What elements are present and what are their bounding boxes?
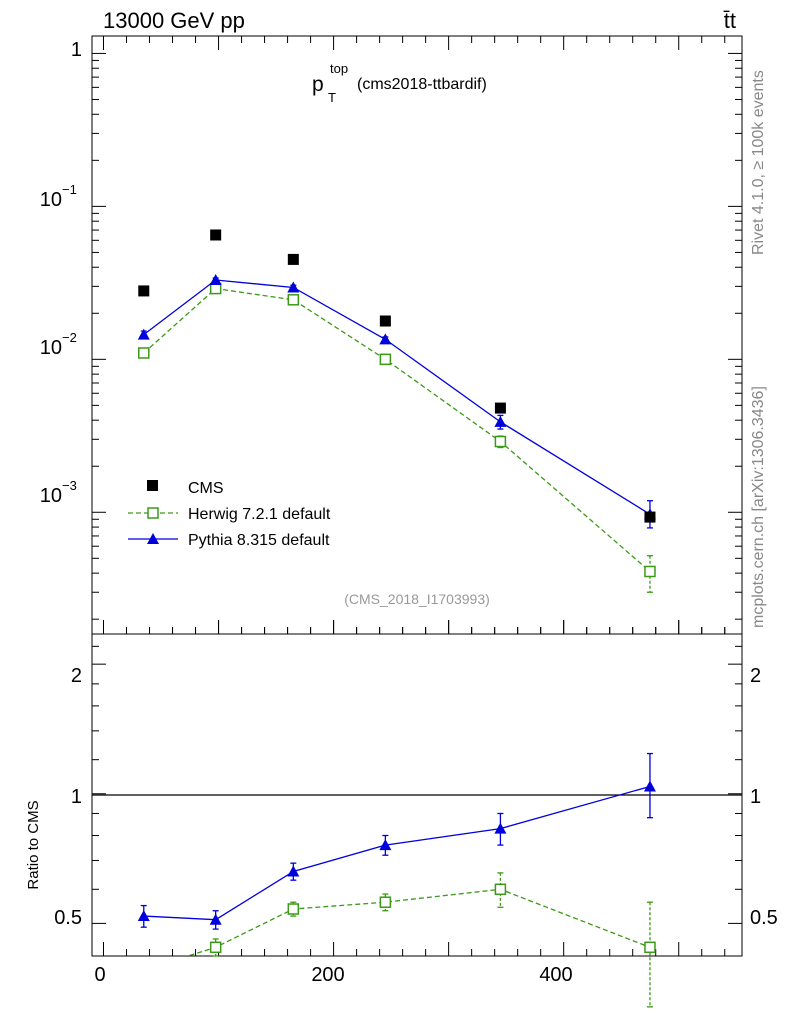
ratio-y-tick-label-2-right: 2	[750, 665, 761, 687]
top-point-cms-4	[494, 402, 506, 414]
top-y-tick-label-3: 10 −3	[40, 478, 77, 507]
ratio-y-tick-label-0-left: 0.5	[54, 907, 82, 929]
top-point-pythia-0	[137, 328, 150, 340]
legend-label-cms: CMS	[188, 480, 224, 497]
legend-label-pythia: Pythia 8.315 default	[188, 532, 330, 549]
chart-title-sub: T	[328, 90, 336, 105]
svg-text:10: 10	[40, 189, 62, 211]
top-point-pythia-2	[287, 281, 300, 293]
top-point-herwig-2	[287, 294, 300, 306]
top-line-herwig	[143, 287, 651, 572]
top-point-pythia-3	[379, 333, 392, 345]
svg-text:10: 10	[40, 337, 62, 359]
top-point-herwig-5	[644, 565, 656, 578]
ratio-point-pythia-0	[137, 910, 150, 922]
top-point-herwig-4	[494, 435, 507, 448]
ratio-point-herwig-2	[287, 903, 300, 915]
legend: CMS Herwig 7.2.1 default Pythia 8.315 de…	[128, 480, 331, 549]
top-panel-data	[137, 229, 656, 593]
ratio-point-pythia-1	[209, 913, 222, 925]
top-point-pythia-4	[494, 415, 507, 427]
side-mcplots-label: mcplots.cern.ch [arXiv:1306.3436]	[750, 386, 767, 628]
chart-title-sup: top	[330, 61, 348, 76]
top-point-cms-3	[379, 315, 391, 327]
chart-title-main: p	[312, 73, 324, 96]
ratio-axis-ticks	[92, 620, 742, 956]
ratio-y-tick-label-0-right: 0.5	[750, 907, 778, 929]
ratio-y-axis-label: Ratio to CMS	[25, 800, 42, 889]
legend-marker-pythia	[147, 533, 159, 544]
header-process-label: t̄t	[724, 8, 736, 33]
legend-marker-cms	[147, 480, 158, 491]
top-y-tick-label-2: 10 −2	[40, 330, 77, 359]
ratio-point-herwig-4	[494, 883, 507, 896]
ratio-y-tick-label-2-left: 2	[71, 665, 82, 687]
top-point-herwig-0	[138, 347, 150, 359]
header-energy-label: 13000 GeV pp	[103, 8, 245, 33]
svg-text:−1: −1	[62, 182, 77, 197]
analysis-label: (CMS_2018_I1703993)	[344, 591, 490, 607]
top-point-pythia-1	[209, 274, 222, 286]
ratio-y-tick-label-1-right: 1	[750, 786, 761, 808]
x-tick-label-1: 200	[311, 964, 344, 986]
ratio-point-herwig-5	[644, 941, 656, 954]
top-point-herwig-3	[379, 353, 392, 366]
ratio-point-pythia-4	[494, 822, 507, 834]
top-point-cms-1	[210, 229, 222, 241]
ratio-line-herwig	[185, 888, 651, 956]
top-point-cms-0	[138, 285, 150, 297]
ratio-point-herwig-3	[379, 896, 392, 908]
ratio-y-tick-label-1-left: 1	[71, 786, 82, 808]
top-line-pythia	[143, 279, 651, 515]
top-point-cms-2	[287, 253, 299, 265]
svg-text:−2: −2	[62, 330, 77, 345]
x-tick-label-0: 0	[94, 964, 105, 986]
svg-text:−3: −3	[62, 478, 77, 493]
ratio-point-pythia-5	[643, 780, 656, 792]
ratio-point-herwig-1	[209, 941, 222, 954]
top-y-tick-label-1: 10 −1	[40, 182, 77, 211]
svg-text:1: 1	[71, 39, 82, 61]
svg-text:10: 10	[40, 485, 62, 507]
chart-title-suffix: (cms2018-ttbardif)	[357, 76, 487, 93]
side-rivet-label: Rivet 4.1.0, ≥ 100k events	[750, 70, 767, 255]
legend-label-herwig: Herwig 7.2.1 default	[188, 506, 331, 523]
ratio-line-pythia	[143, 785, 651, 921]
top-point-herwig-1	[209, 282, 222, 295]
x-tick-label-2: 400	[539, 964, 572, 986]
ratio-panel-data	[137, 752, 656, 1008]
ratio-point-pythia-2	[287, 865, 300, 877]
top-point-cms-5	[644, 511, 656, 523]
ratio-point-pythia-3	[379, 839, 392, 851]
top-y-tick-label-0: 1	[71, 39, 82, 61]
legend-marker-herwig	[147, 507, 159, 519]
